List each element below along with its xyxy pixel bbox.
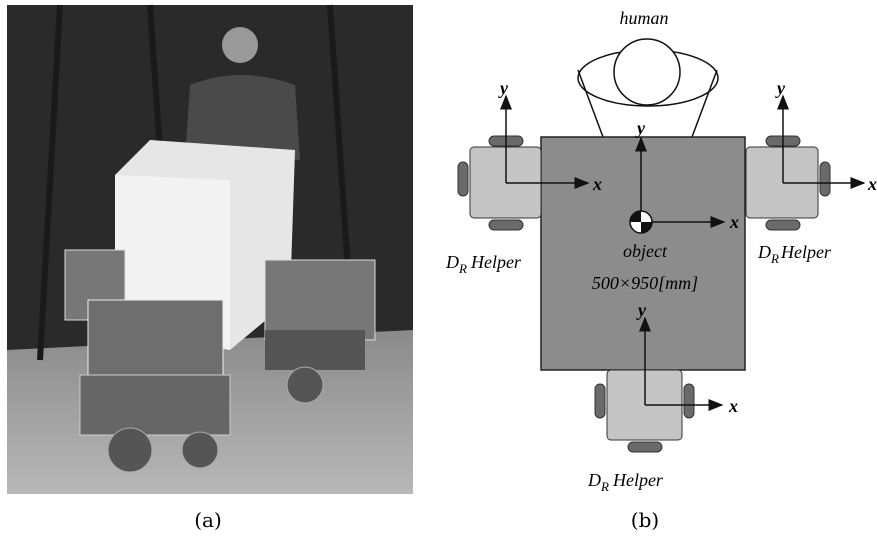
axis-label: x <box>592 174 602 194</box>
helper-subscript: R <box>600 479 609 494</box>
helper-symbol: D <box>757 242 771 262</box>
human-label: human <box>620 8 669 28</box>
caption: (b) <box>631 508 659 532</box>
helper-name: Helper <box>612 470 664 490</box>
axis-label: y <box>635 118 646 138</box>
figure: (a) human object 500×950[mm] y x y x y x… <box>0 0 877 538</box>
helper-name: Helper <box>780 242 832 262</box>
axis-label: y <box>636 300 647 320</box>
helper-symbol: D <box>587 470 601 490</box>
helper-subscript: R <box>458 261 467 276</box>
helper-subscript: R <box>770 251 779 266</box>
axis-label: x <box>728 396 738 416</box>
axis-label: x <box>729 212 739 232</box>
object-label: object <box>623 241 668 261</box>
photo <box>7 5 413 494</box>
object-size: 500×950[mm] <box>592 273 698 293</box>
axis-label: y <box>498 78 509 98</box>
helper-symbol: D <box>445 252 459 272</box>
helper-name: Helper <box>470 252 522 272</box>
caption: (a) <box>194 508 222 532</box>
axis-label: x <box>867 174 877 194</box>
axis-label: y <box>775 78 786 98</box>
